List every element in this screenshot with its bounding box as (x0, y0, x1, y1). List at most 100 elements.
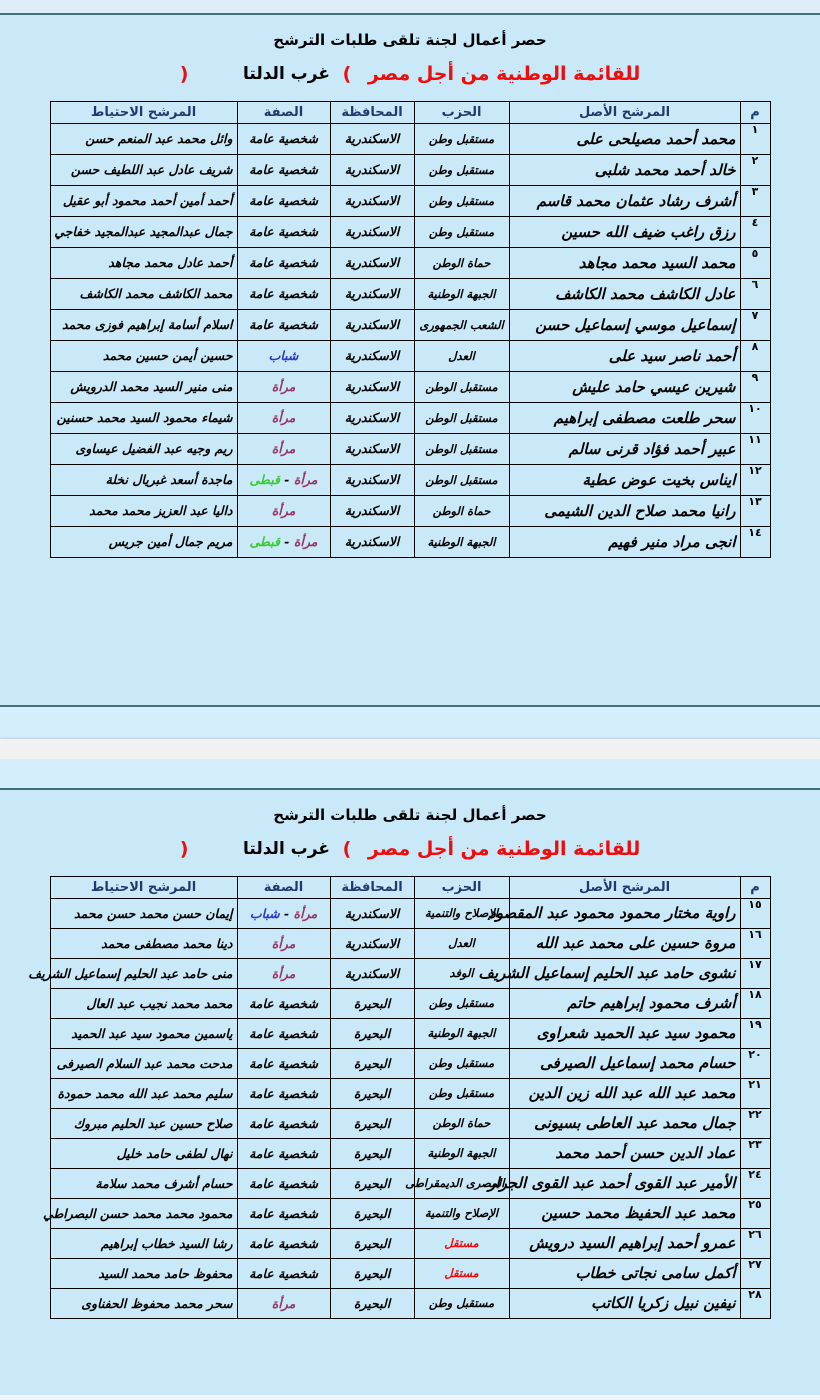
cell-attribute: شخصية عامة (236, 1077, 331, 1109)
cell-original-candidate: جمال محمد عبد العاطى بسيونى (508, 1107, 741, 1139)
cell-reserve-candidate: محمد محمد نجيب عبد العال (49, 987, 238, 1019)
table-row: ١٥ راوية مختار محمود محمود عبد المقصود الإ… (49, 897, 771, 929)
cell-row-number: ٦ (739, 277, 771, 310)
attribute-segment: شخصية عامة (249, 317, 318, 332)
cell-reserve-candidate: حسام أشرف محمد سلامة (49, 1167, 238, 1199)
paren-open: ( (342, 837, 352, 860)
cell-attribute: شخصية عامة (236, 184, 331, 217)
cell-reserve-candidate: ريم وجيه عبد الفضيل عيساوى (49, 432, 238, 465)
cell-party: الجبهة الوطنية (413, 1017, 510, 1049)
cell-attribute: شخصية عامة (236, 1017, 331, 1049)
cell-row-number: ١٣ (739, 494, 771, 527)
cell-row-number: ٢٤ (739, 1167, 771, 1199)
cell-party: مستقبل الوطن (413, 432, 510, 465)
cell-party: مستقبل الوطن (413, 463, 510, 496)
cell-party: مستقل (413, 1257, 510, 1289)
cell-reserve-candidate: منى حامد عبد الحليم إسماعيل الشريف (28, 957, 238, 989)
attribute-segment: قبطى (249, 534, 280, 549)
cell-original-candidate: عادل الكاشف محمد الكاشف (508, 277, 741, 310)
attribute-segment: شخصية عامة (249, 131, 318, 146)
region-name: غرب الدلتا (243, 838, 330, 859)
cell-reserve-candidate: مدحت محمد عبد السلام الصيرفى (49, 1047, 238, 1079)
attribute-segment: شخصية عامة (249, 162, 318, 177)
cell-original-candidate: عماد الدين حسن أحمد محمد (508, 1137, 741, 1169)
top-strip (0, 0, 820, 13)
cell-governorate: الاسكندرية (329, 957, 415, 989)
attribute-segment: شخصية عامة (249, 1265, 318, 1281)
table-row: ٢٨ نيفين نبيل زكريا الكاتب مستقبل وطن البحي… (49, 1287, 771, 1319)
cell-party: الجبهة الوطنية (413, 1137, 510, 1169)
cell-original-candidate: عبير أحمد فؤاد قرنى سالم (508, 432, 741, 465)
cell-reserve-candidate: دينا محمد مصطفى محمد (49, 927, 238, 959)
cell-party: الإصلاح والتنمية (413, 1197, 510, 1229)
cell-governorate: الاسكندرية (329, 215, 415, 248)
cell-reserve-candidate: وائل محمد عبد المنعم حسن (49, 122, 238, 155)
cell-reserve-candidate: إيمان حسن محمد حسن محمد (49, 897, 238, 929)
cell-attribute: مرأة (236, 1287, 331, 1319)
table-row: ١٩ محمود سيد عبد الحميد شعراوى الجبهة الوط… (49, 1017, 771, 1049)
cell-row-number: ٥ (739, 246, 771, 279)
cell-governorate: الاسكندرية (329, 494, 415, 527)
region-name: غرب الدلتا (243, 63, 330, 84)
cell-party: مستقبل وطن (413, 184, 510, 217)
table-row: ٩ شيرين عيسي حامد عليش مستقبل الوطن الاسكند… (49, 370, 771, 403)
cell-party: العدل (413, 339, 510, 372)
table-header-row: م المرشح الأصل الحزب المحافظة الصفة المر… (49, 100, 771, 124)
header-party: الحزب (413, 875, 510, 899)
header-reserve: المرشح الاحتياط (49, 100, 238, 124)
cell-attribute: مرأة - شباب (236, 897, 331, 929)
attribute-segment: شخصية عامة (249, 286, 318, 301)
attribute-segment: شخصية عامة (249, 193, 318, 208)
cell-original-candidate: مروة حسين على محمد عبد الله (508, 927, 741, 959)
cell-reserve-candidate: رشا السيد خطاب إبراهيم (49, 1227, 238, 1259)
cell-attribute: شخصية عامة (236, 122, 331, 155)
cell-governorate: البحيرة (329, 1047, 415, 1079)
paren-open: ( (342, 62, 352, 85)
table-row: ٢٦ عمرو أحمد إبراهيم السيد درويش مستقل البح… (49, 1227, 771, 1259)
report-title: حصر أعمال لجنة تلقى طلبات الترشح (273, 806, 547, 824)
table-row: ٢١ محمد عبد الله عبد الله زين الدين مستقبل… (49, 1077, 771, 1109)
cell-row-number: ٢٧ (739, 1257, 771, 1289)
cell-party: العدل (413, 927, 510, 959)
cell-party: حماة الوطن (413, 494, 510, 527)
attribute-segment: مرأة (271, 503, 296, 518)
list-title: للقائمة الوطنية من أجل مصر ( غرب الدلتا … (0, 62, 820, 85)
header-party: الحزب (413, 100, 510, 124)
table-row: ٢٥ محمد عبد الحفيظ محمد حسين الإصلاح والتن… (43, 1197, 771, 1229)
cell-original-candidate: عمرو أحمد إبراهيم السيد درويش (508, 1227, 741, 1259)
paren-close: ) (179, 837, 189, 860)
cell-row-number: ١٨ (739, 987, 771, 1019)
cell-governorate: الاسكندرية (329, 153, 415, 186)
cell-attribute: مرأة (236, 432, 331, 465)
attribute-segment: شخصية عامة (249, 1055, 318, 1071)
cell-original-candidate: محمد عبد الحفيظ محمد حسين (508, 1197, 741, 1229)
table-row: ١٦ مروة حسين على محمد عبد الله العدل الاسكن… (49, 927, 771, 959)
cell-governorate: الاسكندرية (329, 432, 415, 465)
cell-party: مستقبل وطن (413, 1077, 510, 1109)
candidates-table-page-1: م المرشح الأصل الحزب المحافظة الصفة المر… (49, 100, 771, 558)
cell-governorate: الاسكندرية (329, 184, 415, 217)
cell-reserve-candidate: ياسمين محمود سيد عبد الحميد (49, 1017, 238, 1049)
cell-reserve-candidate: منى منير السيد محمد الدرويش (49, 370, 238, 403)
cell-reserve-candidate: داليا عبد العزيز محمد محمد (49, 494, 238, 527)
table-row: ٢٧ أكمل سامى نجاتى خطاب مستقل البحيرة شخصية … (49, 1257, 771, 1289)
attribute-segment: - (279, 534, 294, 549)
list-title: للقائمة الوطنية من أجل مصر ( غرب الدلتا … (0, 837, 820, 860)
cell-attribute: شخصية عامة (236, 1167, 331, 1199)
cell-row-number: ١٠ (739, 401, 771, 434)
cell-governorate: الاسكندرية (329, 897, 415, 929)
cell-row-number: ٨ (739, 339, 771, 372)
attribute-segment: شخصية عامة (249, 224, 318, 239)
cell-attribute: مرأة - قبطى (236, 463, 331, 496)
cell-row-number: ١٩ (739, 1017, 771, 1049)
cell-attribute: مرأة (236, 401, 331, 434)
table-row: ١٨ أشرف محمود إبراهيم حاتم مستقبل وطن البحي… (49, 987, 771, 1019)
cell-row-number: ٢٦ (739, 1227, 771, 1259)
paren-close: ) (179, 62, 189, 85)
cell-governorate: الاسكندرية (329, 463, 415, 496)
table-row: ٣ أشرف رشاد عثمان محمد قاسم مستقبل وطن الاس… (49, 184, 771, 217)
attribute-segment: قبطى (249, 472, 280, 487)
attribute-segment: مرأة (271, 965, 296, 981)
cell-party: الجبهة الوطنية (413, 277, 510, 310)
cell-original-candidate: سحر طلعت مصطفى إبراهيم (508, 401, 741, 434)
